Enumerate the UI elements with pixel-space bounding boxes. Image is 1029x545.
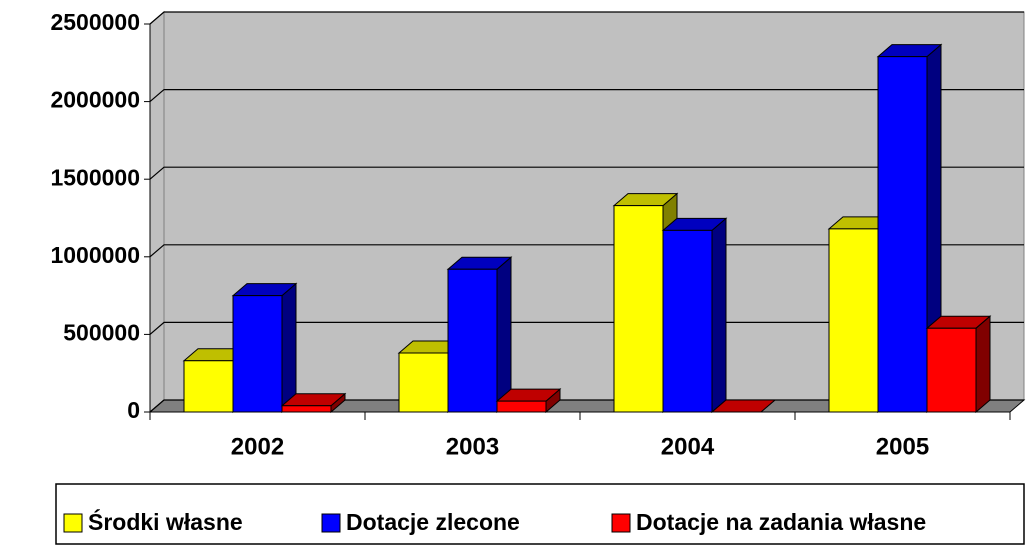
bar-front	[232, 295, 283, 413]
bar-front	[183, 360, 234, 413]
legend-swatch	[63, 513, 83, 533]
legend-box	[55, 483, 1025, 545]
legend-label: Środki własne	[88, 508, 243, 535]
bar-side	[281, 282, 297, 414]
y-tick-label: 500000	[63, 319, 140, 345]
grid-line	[149, 166, 1024, 180]
bar-front	[398, 352, 449, 413]
bar-front	[877, 56, 928, 413]
y-tick-label: 1000000	[50, 242, 140, 268]
bar-front	[281, 405, 332, 413]
bar-front	[613, 205, 664, 413]
x-tick-label: 2003	[446, 433, 499, 460]
bar-front	[926, 327, 977, 413]
bar	[661, 217, 728, 414]
bar	[231, 282, 298, 414]
bar-front	[828, 228, 879, 413]
bar-side	[711, 217, 727, 414]
bar-side	[975, 315, 991, 414]
grid-line	[149, 244, 1024, 258]
y-tick-label: 0	[127, 397, 140, 423]
y-tick-label: 2000000	[50, 87, 140, 113]
bar	[925, 315, 992, 414]
bar	[446, 256, 513, 414]
legend-label: Dotacje zlecone	[346, 509, 520, 535]
y-tick-label: 1500000	[50, 164, 140, 190]
bar-front	[496, 400, 547, 413]
side-wall	[149, 10, 165, 414]
y-tick-label: 2500000	[50, 9, 140, 35]
bar	[280, 392, 347, 414]
bar	[495, 388, 562, 414]
grid-line	[149, 11, 1024, 25]
bar-side	[496, 256, 512, 414]
grid-line	[149, 88, 1024, 103]
legend-swatch	[611, 513, 631, 533]
legend-swatch	[321, 513, 341, 533]
x-tick-label: 2004	[661, 433, 715, 460]
bar	[710, 399, 777, 413]
x-tick-label: 2002	[231, 433, 284, 460]
bar-front	[662, 229, 713, 413]
bar-front	[447, 268, 498, 413]
x-tick-label: 2005	[876, 433, 929, 460]
grid-line	[149, 321, 1024, 335]
legend-label: Dotacje na zadania własne	[636, 509, 926, 535]
